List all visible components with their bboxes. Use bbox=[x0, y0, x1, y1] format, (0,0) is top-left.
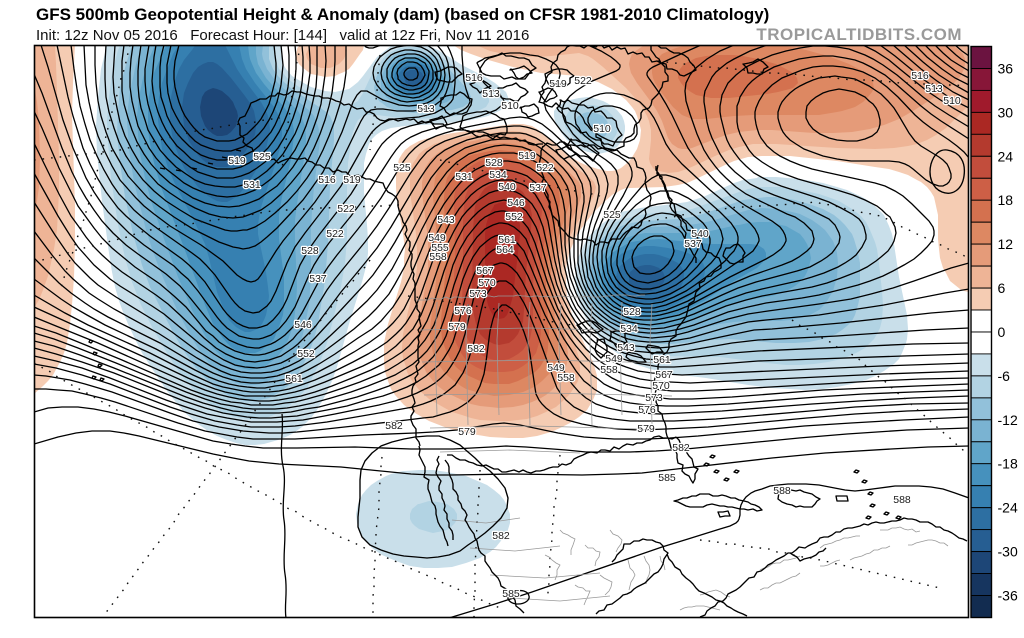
svg-text:534: 534 bbox=[620, 323, 638, 335]
svg-text:582: 582 bbox=[492, 530, 510, 542]
svg-text:525: 525 bbox=[603, 209, 621, 221]
svg-text:543: 543 bbox=[617, 342, 635, 354]
svg-text:579: 579 bbox=[458, 426, 476, 438]
svg-text:-18: -18 bbox=[998, 456, 1018, 472]
svg-text:519: 519 bbox=[549, 78, 567, 90]
svg-text:582: 582 bbox=[385, 420, 403, 432]
svg-text:546: 546 bbox=[294, 319, 312, 331]
svg-text:36: 36 bbox=[998, 61, 1014, 77]
svg-text:537: 537 bbox=[309, 273, 327, 285]
svg-text:567: 567 bbox=[655, 369, 673, 381]
svg-text:12: 12 bbox=[998, 236, 1014, 252]
svg-text:576: 576 bbox=[638, 404, 656, 416]
svg-text:582: 582 bbox=[672, 442, 690, 454]
svg-text:516: 516 bbox=[911, 70, 929, 82]
svg-text:585: 585 bbox=[502, 588, 520, 600]
svg-text:549: 549 bbox=[605, 353, 623, 365]
svg-text:564: 564 bbox=[496, 244, 514, 256]
svg-text:552: 552 bbox=[505, 211, 523, 223]
svg-text:555: 555 bbox=[431, 242, 449, 254]
svg-text:-12: -12 bbox=[998, 412, 1018, 428]
svg-text:513: 513 bbox=[482, 88, 500, 100]
svg-text:546: 546 bbox=[507, 197, 525, 209]
svg-text:513: 513 bbox=[417, 103, 435, 115]
svg-text:588: 588 bbox=[773, 485, 791, 497]
svg-text:510: 510 bbox=[593, 123, 611, 135]
svg-text:561: 561 bbox=[653, 354, 671, 366]
svg-text:537: 537 bbox=[684, 238, 702, 250]
svg-text:30: 30 bbox=[998, 104, 1014, 120]
svg-text:516: 516 bbox=[465, 72, 483, 84]
svg-text:519: 519 bbox=[518, 150, 536, 162]
svg-text:24: 24 bbox=[998, 148, 1014, 164]
svg-text:579: 579 bbox=[448, 321, 466, 333]
svg-text:558: 558 bbox=[557, 372, 575, 384]
svg-text:528: 528 bbox=[485, 157, 503, 169]
svg-text:-24: -24 bbox=[998, 500, 1018, 516]
svg-text:573: 573 bbox=[469, 288, 487, 300]
svg-text:582: 582 bbox=[467, 343, 485, 355]
svg-text:519: 519 bbox=[343, 174, 361, 186]
svg-text:528: 528 bbox=[301, 245, 319, 257]
svg-text:576: 576 bbox=[454, 305, 472, 317]
svg-text:531: 531 bbox=[243, 179, 261, 191]
svg-text:540: 540 bbox=[498, 181, 516, 193]
svg-text:558: 558 bbox=[429, 251, 447, 263]
svg-text:519: 519 bbox=[228, 155, 246, 167]
svg-text:516: 516 bbox=[318, 174, 336, 186]
svg-text:522: 522 bbox=[326, 228, 344, 240]
svg-text:522: 522 bbox=[337, 203, 355, 215]
svg-text:540: 540 bbox=[691, 228, 709, 240]
svg-text:561: 561 bbox=[498, 234, 516, 246]
svg-text:537: 537 bbox=[529, 182, 547, 194]
svg-text:549: 549 bbox=[428, 232, 446, 244]
svg-text:552: 552 bbox=[297, 348, 315, 360]
svg-text:558: 558 bbox=[600, 364, 618, 376]
svg-text:549: 549 bbox=[547, 362, 565, 374]
svg-text:0: 0 bbox=[998, 324, 1006, 340]
svg-text:534: 534 bbox=[489, 169, 507, 181]
svg-text:525: 525 bbox=[253, 151, 271, 163]
svg-text:513: 513 bbox=[925, 83, 943, 95]
svg-text:588: 588 bbox=[893, 494, 911, 506]
svg-text:567: 567 bbox=[476, 265, 494, 277]
svg-text:18: 18 bbox=[998, 192, 1014, 208]
svg-text:-6: -6 bbox=[998, 368, 1011, 384]
svg-text:543: 543 bbox=[437, 214, 455, 226]
svg-text:579: 579 bbox=[637, 423, 655, 435]
svg-text:531: 531 bbox=[455, 171, 473, 183]
svg-text:525: 525 bbox=[393, 162, 411, 174]
svg-text:528: 528 bbox=[623, 306, 641, 318]
svg-text:585: 585 bbox=[658, 472, 676, 484]
svg-text:6: 6 bbox=[998, 280, 1006, 296]
svg-text:573: 573 bbox=[645, 392, 663, 404]
svg-text:570: 570 bbox=[478, 277, 496, 289]
svg-text:561: 561 bbox=[285, 373, 303, 385]
svg-text:510: 510 bbox=[501, 100, 519, 112]
svg-text:522: 522 bbox=[574, 75, 592, 87]
svg-text:522: 522 bbox=[536, 162, 554, 174]
svg-text:510: 510 bbox=[943, 95, 961, 107]
svg-text:-36: -36 bbox=[998, 588, 1018, 604]
svg-text:-30: -30 bbox=[998, 544, 1018, 560]
svg-text:570: 570 bbox=[652, 380, 670, 392]
